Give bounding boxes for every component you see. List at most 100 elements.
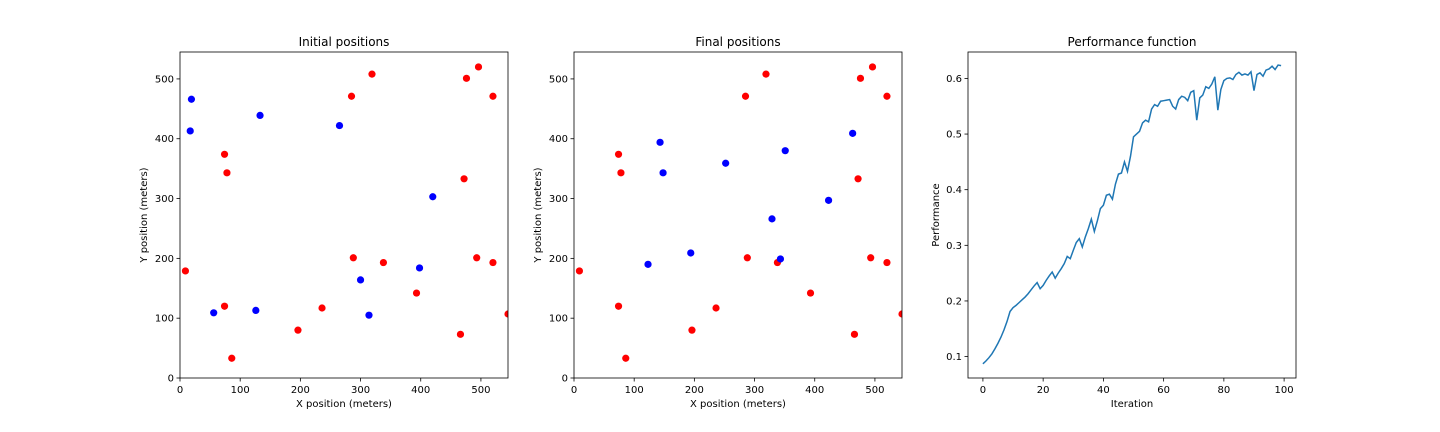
data-point — [228, 354, 236, 362]
data-point — [210, 309, 218, 317]
data-point — [617, 169, 625, 177]
y-axis-label: Performance — [931, 183, 942, 246]
series-line — [982, 64, 1282, 365]
data-point — [868, 63, 877, 71]
y-tick-label: 200 — [155, 254, 174, 265]
data-point — [768, 215, 776, 223]
data-point — [220, 150, 229, 158]
data-point — [474, 63, 483, 71]
x-tick-label: 60 — [1157, 385, 1170, 396]
data-point — [365, 311, 373, 319]
data-point — [656, 138, 664, 146]
data-point — [867, 254, 875, 262]
data-point — [462, 74, 471, 82]
x-tick-label: 40 — [1097, 385, 1110, 396]
plot-frame — [179, 51, 509, 379]
plot-frame — [573, 51, 903, 379]
plot-area — [982, 64, 1282, 365]
y-tick-label: 200 — [549, 254, 568, 265]
data-point — [712, 304, 720, 312]
y-tick-label: 0.3 — [946, 241, 962, 252]
x-tick-label: 100 — [231, 385, 250, 396]
data-point — [722, 159, 730, 167]
data-point — [781, 147, 789, 155]
x-tick-label: 500 — [471, 385, 490, 396]
data-point — [356, 276, 365, 284]
plot-frame — [967, 51, 1297, 379]
data-point — [614, 302, 623, 310]
data-point — [368, 70, 376, 78]
y-tick-label: 500 — [549, 74, 568, 85]
plot-area — [181, 63, 508, 362]
y-tick-label: 0.4 — [946, 185, 962, 196]
data-point — [622, 354, 630, 362]
y-tick-label: 100 — [155, 314, 174, 325]
data-point — [688, 326, 696, 334]
data-point — [743, 254, 751, 262]
x-tick-label: 400 — [805, 385, 824, 396]
chart-panel-2: 0 100 200 300 400 500 0 100 200 300 400 500 Final po… — [533, 35, 903, 410]
x-tick-label: 100 — [625, 385, 644, 396]
data-point — [489, 92, 497, 100]
x-tick-label: 80 — [1217, 385, 1230, 396]
y-tick-label: 0.5 — [946, 130, 962, 141]
x-tick-label: 0 — [980, 385, 986, 396]
x-tick-label: 300 — [745, 385, 764, 396]
y-tick-label: 0 — [562, 374, 568, 385]
data-point — [349, 254, 357, 262]
y-tick-label: 400 — [549, 134, 568, 145]
chart-panel-1: 0 100 200 300 400 500 0 100 200 300 400 500 Initial … — [139, 35, 509, 410]
data-point — [256, 111, 264, 120]
y-axis-label: Y position (meters) — [533, 167, 544, 263]
y-tick-label: 0.1 — [946, 352, 962, 363]
data-point — [659, 169, 667, 177]
data-point — [187, 95, 196, 103]
data-point — [223, 169, 231, 177]
data-point — [473, 254, 481, 262]
data-point — [429, 193, 437, 201]
data-point — [489, 258, 497, 267]
x-tick-label: 20 — [1037, 385, 1050, 396]
x-tick-label: 0 — [571, 385, 577, 396]
data-point — [252, 306, 260, 315]
data-point — [883, 92, 891, 100]
data-point — [335, 121, 344, 130]
y-tick-label: 300 — [155, 194, 174, 205]
chart-title: Performance function — [1068, 35, 1197, 49]
data-point — [412, 289, 421, 297]
x-tick-label: 200 — [291, 385, 310, 396]
y-tick-label: 500 — [155, 74, 174, 85]
x-tick-label: 500 — [865, 385, 884, 396]
data-point — [504, 310, 508, 318]
x-axis-label: X position (meters) — [690, 399, 786, 410]
x-axis-label: X position (meters) — [296, 399, 392, 410]
y-tick-label: 0.2 — [946, 296, 962, 307]
x-tick-label: 0 — [177, 385, 183, 396]
data-point — [849, 129, 857, 137]
chart-title: Final positions — [695, 35, 780, 49]
data-point — [614, 150, 623, 158]
data-point — [318, 304, 326, 312]
chart-panel-3: 0 20 40 60 80 100 0.1 0.2 0.3 0.4 0.5 0.6 Performanc… — [931, 35, 1297, 410]
data-point — [854, 175, 862, 183]
data-point — [898, 310, 902, 318]
data-point — [415, 264, 424, 272]
data-point — [220, 302, 229, 310]
chart-title: Initial positions — [299, 35, 390, 49]
data-point — [294, 326, 302, 334]
data-point — [460, 175, 468, 183]
y-tick-label: 300 — [549, 194, 568, 205]
x-axis-label: Iteration — [1111, 399, 1153, 410]
y-axis-label: Y position (meters) — [139, 167, 150, 263]
data-point — [347, 92, 356, 100]
data-point — [806, 289, 815, 297]
x-tick-label: 300 — [351, 385, 370, 396]
data-point — [575, 267, 584, 275]
x-tick-label: 100 — [1275, 385, 1294, 396]
data-point — [379, 258, 388, 267]
data-point — [181, 267, 190, 275]
y-tick-label: 400 — [155, 134, 174, 145]
data-point — [824, 196, 833, 204]
data-point — [776, 255, 785, 263]
